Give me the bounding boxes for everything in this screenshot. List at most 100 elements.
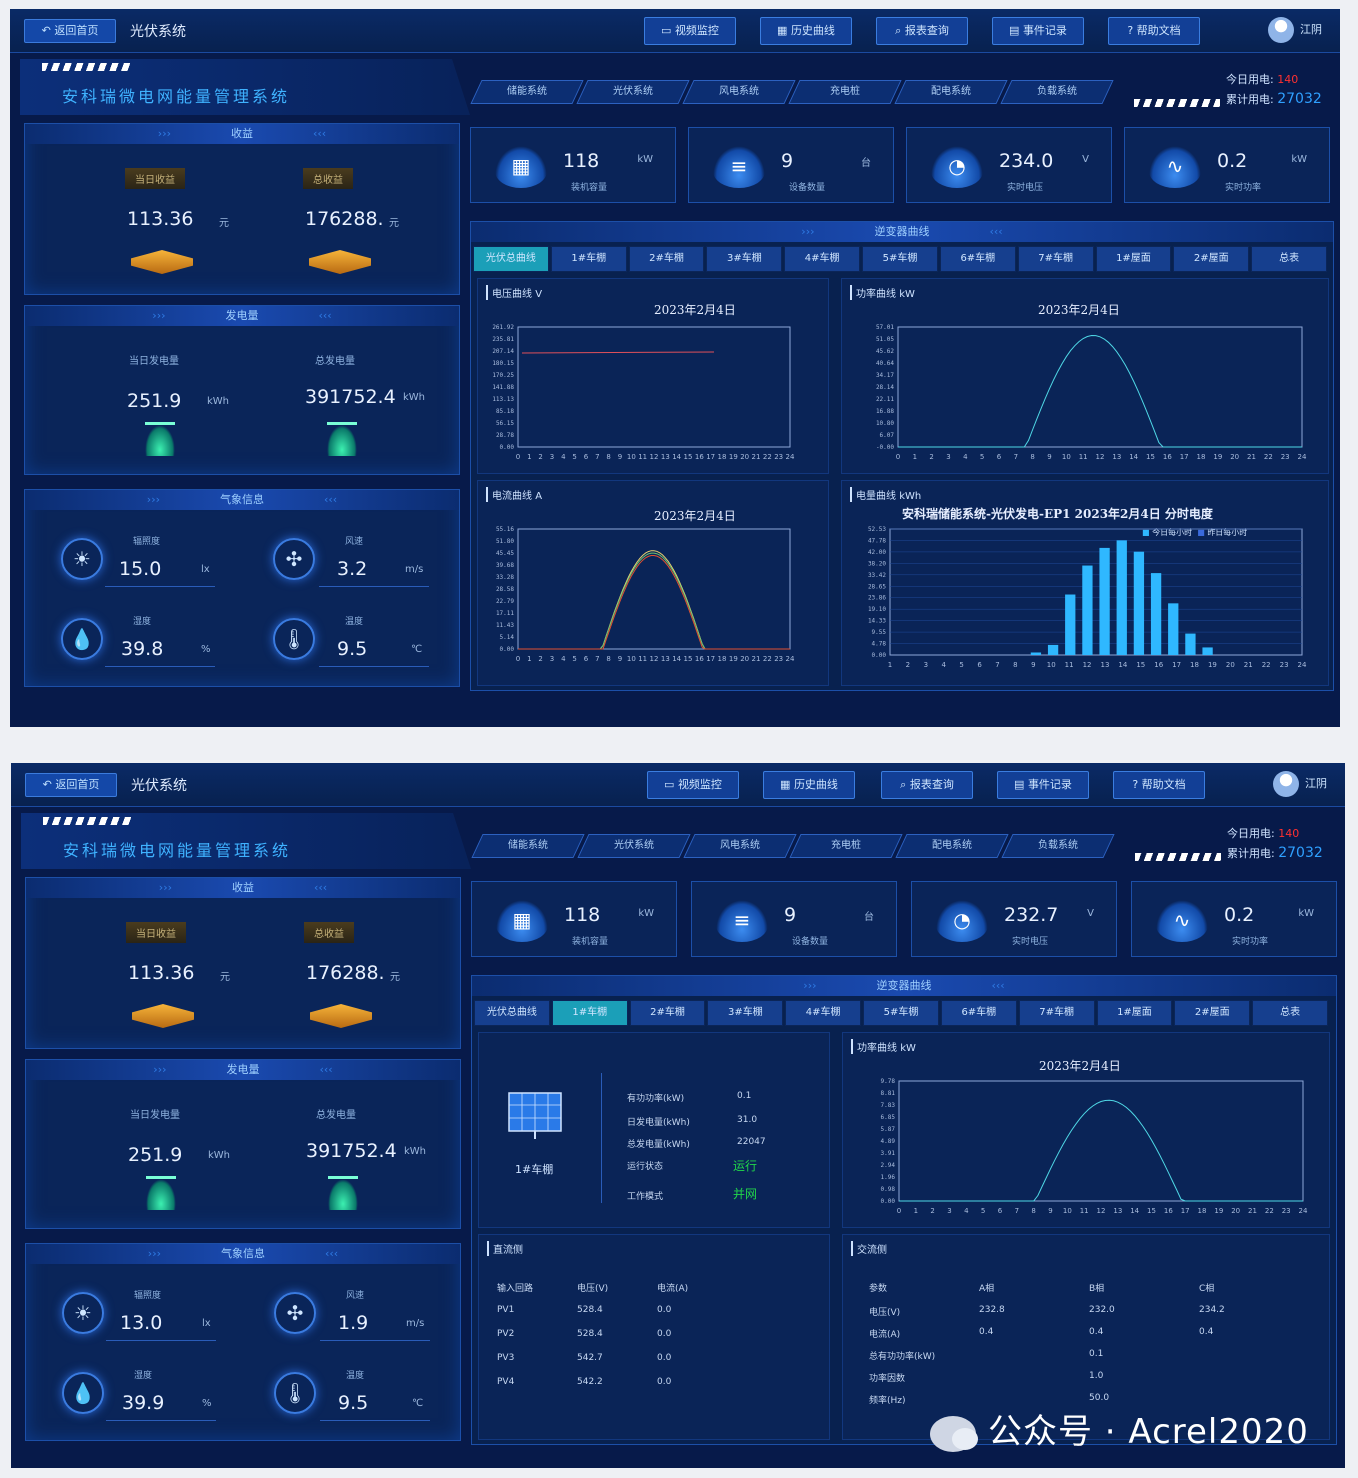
tab-3[interactable]: 3#车棚: [706, 246, 783, 272]
tab-3[interactable]: 3#车棚: [707, 1000, 784, 1026]
device-info-panel: 1#车棚 有功功率(kW) 0.1 日发电量(kWh) 31.0 总发电量(kWh)…: [478, 1032, 830, 1228]
tab-8[interactable]: 1#屋面: [1096, 1000, 1173, 1026]
energy-bar: [1185, 633, 1196, 655]
y-tick-label: 23.86: [868, 595, 886, 602]
tab-4[interactable]: 4#车棚: [784, 246, 861, 272]
event-log-button[interactable]: ▤ 事件记录: [997, 771, 1089, 799]
document-icon: ▤: [1014, 778, 1028, 791]
tab-2[interactable]: 2#车棚: [628, 246, 705, 272]
sun-icon: ☀: [61, 538, 103, 580]
x-tick-label: 5: [980, 453, 984, 461]
subtab-charger[interactable]: 充电桩: [789, 834, 903, 858]
x-tick-label: 15: [1136, 661, 1145, 669]
kpi-devices: ≡ 9 台设备数量: [688, 127, 894, 203]
user-menu[interactable]: 江阴: [1268, 17, 1322, 43]
tab-5[interactable]: 5#车棚: [862, 246, 938, 272]
y-tick-label: 113.13: [492, 396, 514, 403]
x-tick-label: 10: [1062, 453, 1071, 461]
x-tick-label: 13: [661, 655, 670, 663]
x-tick-label: 15: [684, 453, 693, 461]
tab-9[interactable]: 2#屋面: [1174, 1000, 1251, 1026]
x-tick-label: 7: [995, 661, 999, 669]
x-tick-label: 24: [786, 453, 795, 461]
history-curve-button[interactable]: ▦ 历史曲线: [763, 771, 855, 799]
tab-8[interactable]: 1#屋面: [1095, 246, 1172, 272]
back-home-button[interactable]: ↶ 返回首页: [24, 19, 116, 43]
tab-10[interactable]: 总表: [1251, 246, 1327, 272]
x-tick-label: 5: [572, 655, 576, 663]
x-tick-label: 18: [1190, 661, 1199, 669]
event-log-button[interactable]: ▤ 事件记录: [992, 17, 1084, 45]
kpi-voltage: ◔ 234.0 V 实时电压: [906, 127, 1112, 203]
tab-4[interactable]: 4#车棚: [785, 1000, 862, 1026]
tab-1[interactable]: 1#车棚: [550, 246, 627, 272]
y-tick-label: 22.79: [496, 598, 514, 605]
x-tick-label: 21: [1247, 453, 1256, 461]
stripe-decoration: [1135, 853, 1221, 861]
x-tick-label: 21: [752, 453, 761, 461]
x-tick-label: 13: [1112, 453, 1121, 461]
x-tick-label: 14: [1118, 661, 1127, 669]
x-tick-label: 3: [924, 661, 928, 669]
subtab-pv[interactable]: 光伏系统: [577, 834, 691, 858]
tab-6[interactable]: 6#车棚: [940, 1000, 1017, 1026]
subtab-pv[interactable]: 光伏系统: [576, 80, 690, 104]
x-tick-label: 9: [1031, 661, 1035, 669]
humidity-icon: 💧: [62, 1372, 104, 1414]
energy-bar: [1065, 594, 1076, 655]
x-tick-label: 15: [684, 655, 693, 663]
x-tick-label: 10: [627, 655, 636, 663]
subtab-storage[interactable]: 储能系统: [470, 80, 584, 104]
tab-2[interactable]: 2#车棚: [629, 1000, 706, 1026]
x-tick-label: 8: [1013, 661, 1017, 669]
tab-0[interactable]: 光伏总曲线: [474, 1000, 550, 1026]
subtab-wind[interactable]: 风电系统: [683, 834, 797, 858]
wind-value: 1.9: [338, 1312, 369, 1334]
x-tick-label: 15: [1147, 1207, 1156, 1215]
tab-10[interactable]: 总表: [1252, 1000, 1328, 1026]
tab-0[interactable]: 光伏总曲线: [473, 246, 549, 272]
report-query-button[interactable]: ⌕ 报表查询: [876, 17, 968, 45]
pulse-icon: ∿: [1149, 146, 1201, 188]
y-tick-label: 0.98: [881, 1186, 896, 1193]
irradiance-value: 13.0: [120, 1312, 163, 1334]
tab-7[interactable]: 7#车棚: [1017, 246, 1094, 272]
history-curve-button[interactable]: ▦ 历史曲线: [760, 17, 852, 45]
stripe-decoration: [43, 817, 133, 825]
plot-frame: [898, 1080, 1304, 1202]
subtab-distribution[interactable]: 配电系统: [895, 834, 1009, 858]
user-menu[interactable]: 江阴: [1273, 771, 1327, 797]
tab-5[interactable]: 5#车棚: [863, 1000, 939, 1026]
income-card: ››› 收益 ‹‹‹ 当日收益 总收益 113.36 元 176288. 元: [25, 877, 461, 1049]
tab-7[interactable]: 7#车棚: [1018, 1000, 1095, 1026]
kpi-devices: ≡ 9 台设备数量: [691, 881, 897, 957]
subtab-wind[interactable]: 风电系统: [682, 80, 796, 104]
subtab-distribution[interactable]: 配电系统: [894, 80, 1008, 104]
y-tick-label: 9.78: [881, 1078, 896, 1085]
x-tick-label: 11: [1079, 453, 1088, 461]
report-query-button[interactable]: ⌕ 报表查询: [881, 771, 973, 799]
brand-banner: 安科瑞微电网能量管理系统: [21, 813, 471, 869]
x-tick-label: 0: [896, 453, 900, 461]
subtab-load[interactable]: 负载系统: [1001, 834, 1115, 858]
table-cell: 542.7: [577, 1353, 603, 1363]
tab-1[interactable]: 1#车棚: [551, 1000, 628, 1026]
subtab-charger[interactable]: 充电桩: [788, 80, 902, 104]
x-tick-label: 3: [947, 1207, 951, 1215]
plot-frame: [517, 528, 791, 650]
document-icon: ▤: [1009, 24, 1023, 37]
subtab-load[interactable]: 负载系统: [1000, 80, 1114, 104]
video-monitor-button[interactable]: ▭ 视频监控: [647, 771, 739, 799]
subtab-storage[interactable]: 储能系统: [471, 834, 585, 858]
help-doc-button[interactable]: ? 帮助文档: [1113, 771, 1205, 799]
x-tick-label: 12: [1083, 661, 1092, 669]
back-home-button[interactable]: ↶ 返回首页: [25, 773, 117, 797]
help-doc-button[interactable]: ? 帮助文档: [1108, 17, 1200, 45]
tab-6[interactable]: 6#车棚: [939, 246, 1016, 272]
tab-9[interactable]: 2#屋面: [1173, 246, 1250, 272]
x-tick-label: 12: [1096, 453, 1105, 461]
total-income-label: 总收益: [303, 168, 353, 189]
y-tick-label: 28.14: [876, 384, 894, 391]
x-tick-label: 5: [572, 453, 576, 461]
video-monitor-button[interactable]: ▭ 视频监控: [644, 17, 736, 45]
